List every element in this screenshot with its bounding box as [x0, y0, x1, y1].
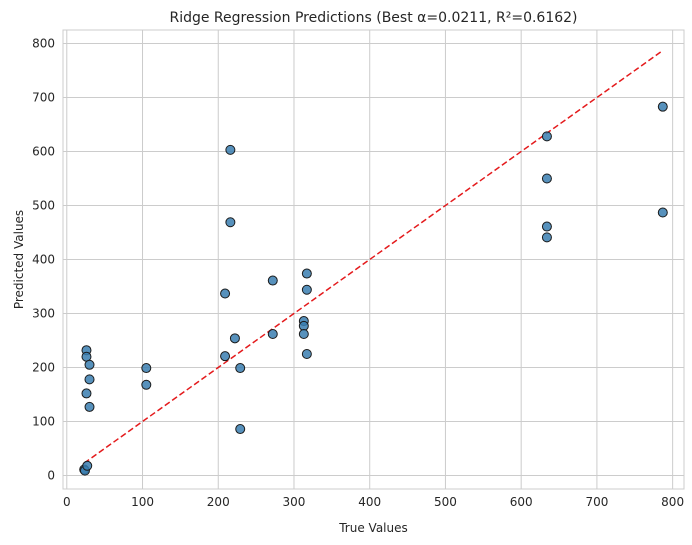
y-tick-label: 800: [32, 37, 55, 51]
data-point: [541, 221, 552, 232]
chart-title: Ridge Regression Predictions (Best α=0.0…: [169, 10, 577, 26]
data-point: [84, 401, 95, 412]
y-tick-label: 500: [32, 199, 55, 213]
data-point: [301, 268, 312, 279]
grid-lines: [63, 30, 684, 489]
y-axis-label: Predicted Values: [12, 210, 26, 309]
x-tick-label: 600: [510, 495, 533, 509]
x-tick-label: 200: [207, 495, 230, 509]
data-point: [225, 144, 236, 155]
x-tick-label: 300: [283, 495, 306, 509]
data-point: [220, 288, 231, 299]
data-point: [541, 131, 552, 142]
data-point: [657, 207, 668, 218]
x-tick-label: 100: [131, 495, 154, 509]
reference-line-y-equals-x: [83, 49, 664, 464]
y-tick-label: 200: [32, 361, 55, 375]
y-tick-label: 100: [32, 415, 55, 429]
y-tick-label: 600: [32, 145, 55, 159]
data-point: [84, 359, 95, 370]
data-point: [141, 363, 152, 374]
data-point: [267, 275, 278, 286]
x-tick-label: 500: [434, 495, 457, 509]
data-point: [225, 217, 236, 228]
data-point: [541, 232, 552, 243]
data-point: [235, 363, 246, 374]
data-point: [220, 351, 231, 362]
plot-frame: [62, 29, 685, 490]
data-point: [235, 424, 246, 435]
y-tick-label: 400: [32, 253, 55, 267]
y-tick-label: 700: [32, 91, 55, 105]
x-tick-labels: 0 100 200 300 400 500 600 700 800: [63, 495, 684, 509]
x-tick-label: 0: [63, 495, 71, 509]
data-points: [79, 101, 668, 476]
x-tick-label: 400: [358, 495, 381, 509]
data-point: [81, 388, 92, 399]
data-point: [84, 374, 95, 385]
data-point: [141, 379, 152, 390]
data-point: [541, 173, 552, 184]
y-tick-labels: 0 100 200 300 400 500 600 700 800: [32, 37, 55, 483]
y-tick-label: 0: [47, 469, 55, 483]
x-tick-label: 700: [585, 495, 608, 509]
y-tick-label: 300: [32, 307, 55, 321]
data-point: [657, 101, 668, 112]
x-tick-label: 800: [661, 495, 684, 509]
data-point: [301, 349, 312, 359]
data-point: [298, 329, 309, 340]
x-axis-label: True Values: [338, 521, 408, 535]
data-point: [229, 333, 240, 344]
data-point: [82, 460, 93, 471]
data-point: [267, 329, 278, 340]
data-point: [301, 284, 312, 295]
